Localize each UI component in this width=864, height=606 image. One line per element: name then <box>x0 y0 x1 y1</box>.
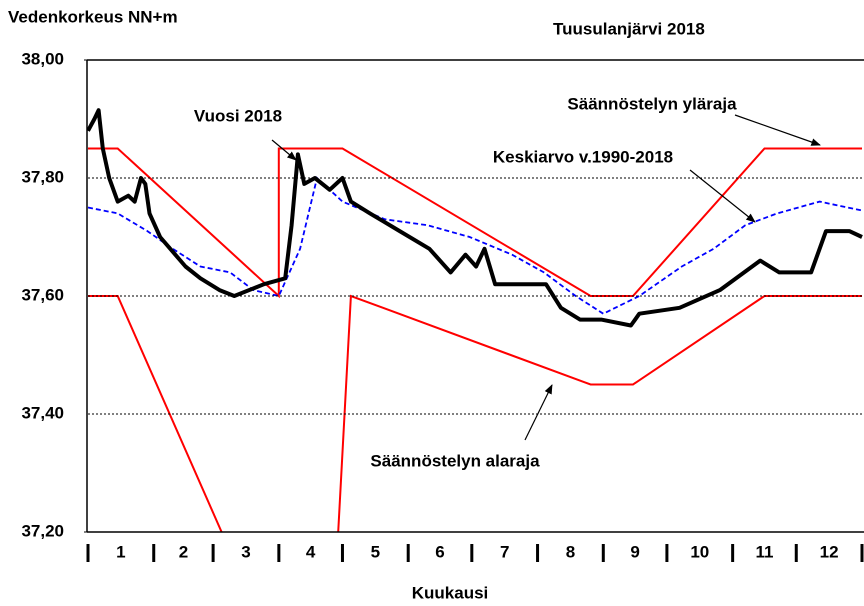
series-line <box>87 108 863 328</box>
y-axis-title: Vedenkorkeus NN+m <box>8 7 178 26</box>
annotation: Keskiarvo v.1990-2018 <box>493 147 673 166</box>
chart-title: Tuusulanjärvi 2018 <box>553 19 705 38</box>
x-tick-label: 9 <box>630 542 639 561</box>
annotation-arrow <box>734 114 821 146</box>
x-tick-label: 12 <box>820 542 839 561</box>
x-tick-label: 2 <box>179 542 188 561</box>
y-tick-label: 37,20 <box>21 521 64 540</box>
annotation-arrow <box>524 384 553 441</box>
x-tick-label: 10 <box>690 542 709 561</box>
series-line <box>88 147 862 299</box>
x-tick-label: 4 <box>306 542 316 561</box>
x-tick-label: 7 <box>500 542 509 561</box>
annotation: Säännöstelyn alaraja <box>370 451 540 470</box>
y-tick-label: 37,60 <box>21 285 64 304</box>
x-tick-label: 8 <box>566 542 575 561</box>
x-tick-label: 5 <box>371 542 380 561</box>
x-tick-label: 3 <box>241 542 250 561</box>
annotation-arrow <box>689 169 756 223</box>
y-tick-label: 38,00 <box>21 49 64 68</box>
annotation: Säännöstelyn yläraja <box>567 94 737 113</box>
x-tick-label: 1 <box>116 542 125 561</box>
x-tick-label: 11 <box>755 542 773 561</box>
y-tick-label: 37,80 <box>21 167 64 186</box>
x-axis-title: Kuukausi <box>412 583 489 602</box>
annotation: Vuosi 2018 <box>194 106 282 125</box>
annotation-arrow <box>271 139 297 161</box>
series-line <box>87 176 863 315</box>
x-tick-label: 6 <box>435 542 444 561</box>
y-tick-label: 37,40 <box>21 403 64 422</box>
